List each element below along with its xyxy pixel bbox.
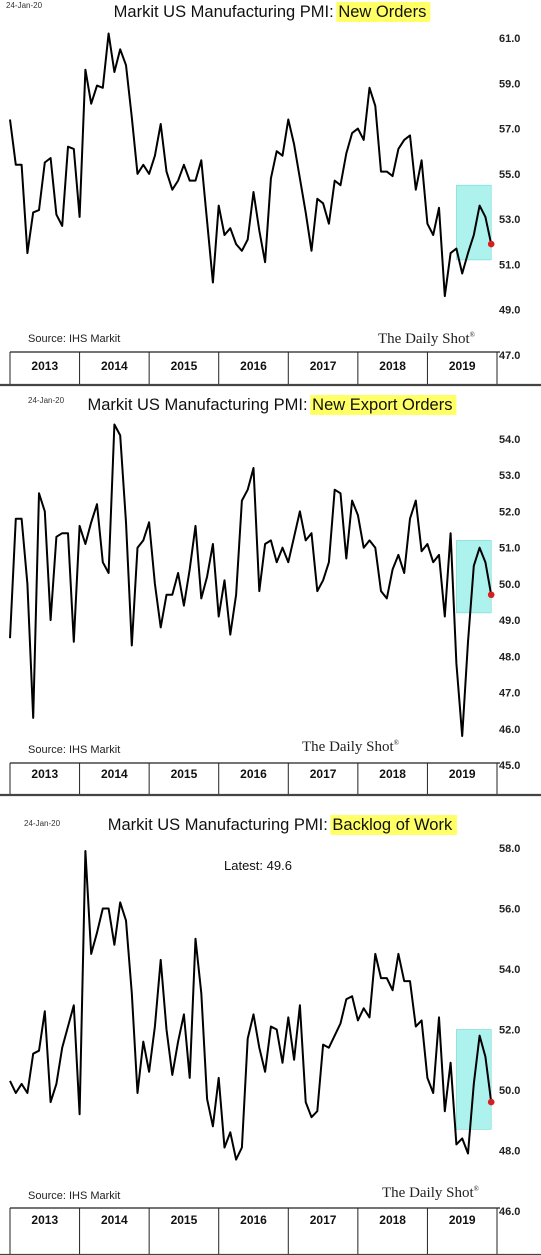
x-year-label: 2019 (449, 1213, 476, 1227)
latest-point-marker (487, 240, 495, 248)
source-label: Source: IHS Markit (28, 1190, 120, 1202)
y-tick-label: 52.0 (499, 506, 520, 518)
brand-mark: ® (474, 1185, 480, 1193)
y-tick-label: 45.0 (499, 760, 520, 772)
brand-logo: The Daily Shot® (382, 1185, 480, 1201)
date-stamp: 24-Jan-20 (24, 819, 61, 828)
x-year-label: 2016 (240, 1213, 267, 1227)
title-highlight-box (330, 815, 457, 835)
brand-logo: The Daily Shot® (302, 739, 400, 755)
x-year-label: 2018 (379, 767, 406, 781)
y-tick-label: 47.0 (499, 688, 520, 700)
y-tick-label: 52.0 (499, 1025, 520, 1037)
y-tick-label: 49.0 (499, 615, 520, 627)
brand-mark: ® (394, 739, 400, 747)
y-tick-label: 49.0 (499, 305, 520, 317)
x-year-label: 2013 (31, 767, 58, 781)
chart-title: Markit US Manufacturing PMI: New Orders (114, 3, 427, 21)
y-tick-label: 51.0 (499, 543, 520, 555)
x-year-label: 2017 (310, 767, 337, 781)
source-label: Source: IHS Markit (28, 744, 120, 756)
latest-point-marker (487, 591, 495, 599)
series-line (9, 32, 493, 298)
chart-title-highlight: New Orders (338, 3, 426, 21)
x-year-label: 2015 (171, 767, 198, 781)
y-tick-label: 50.0 (499, 1085, 520, 1097)
y-tick-label: 48.0 (499, 1146, 520, 1158)
y-tick-label: 55.0 (499, 169, 520, 181)
x-year-label: 2016 (240, 767, 267, 781)
date-stamp: 24-Jan-20 (28, 396, 65, 405)
x-year-label: 2016 (240, 359, 267, 373)
x-year-label: 2018 (379, 359, 406, 373)
chart-title-prefix: Markit US Manufacturing PMI: (114, 3, 339, 21)
x-year-label: 2019 (449, 359, 476, 373)
chart-title-highlight: New Export Orders (312, 396, 452, 414)
x-year-label: 2018 (379, 1213, 406, 1227)
chart-panel-1: 24-Jan-20 Markit US Manufacturing PMI: Ne… (0, 1, 541, 386)
y-tick-label: 61.0 (499, 33, 520, 45)
chart-title: Markit US Manufacturing PMI: Backlog of … (108, 816, 453, 834)
series-line (9, 423, 493, 737)
x-year-label: 2017 (310, 1213, 337, 1227)
title-highlight-box (310, 395, 457, 415)
x-year-label: 2013 (31, 1213, 58, 1227)
y-tick-label: 54.0 (499, 434, 520, 446)
y-tick-label: 53.0 (499, 214, 520, 226)
chart-panel-2: 24-Jan-20 Markit US Manufacturing PMI: Ne… (0, 384, 541, 796)
x-year-label: 2015 (171, 359, 198, 373)
x-year-label: 2013 (31, 359, 58, 373)
chart-title-prefix: Markit US Manufacturing PMI: (108, 816, 333, 834)
brand-mark: ® (470, 331, 476, 339)
y-tick-label: 47.0 (499, 350, 520, 362)
brand-name: The Daily Shot (378, 331, 470, 347)
y-tick-label: 59.0 (499, 78, 520, 90)
chart-title: Markit US Manufacturing PMI: New Export … (88, 396, 453, 414)
chart-panel-3: 24-Jan-20 Markit US Manufacturing PMI: Ba… (0, 794, 541, 1255)
chart-title-highlight: Backlog of Work (332, 816, 453, 834)
title-highlight-box (336, 2, 431, 22)
y-tick-label: 57.0 (499, 124, 520, 136)
y-tick-label: 50.0 (499, 579, 520, 591)
x-year-label: 2014 (101, 1213, 128, 1227)
brand-name: The Daily Shot (382, 1185, 474, 1201)
y-tick-label: 46.0 (499, 1206, 520, 1218)
series-line (9, 850, 493, 1161)
y-tick-label: 54.0 (499, 964, 520, 976)
x-year-label: 2017 (310, 359, 337, 373)
y-tick-label: 58.0 (499, 843, 520, 855)
x-year-label: 2014 (101, 767, 128, 781)
latest-label: Latest: 49.6 (224, 858, 292, 873)
date-stamp: 24-Jan-20 (6, 1, 43, 10)
y-tick-label: 51.0 (499, 259, 520, 271)
brand-logo: The Daily Shot® (378, 331, 476, 347)
y-tick-label: 46.0 (499, 724, 520, 736)
x-year-label: 2019 (449, 767, 476, 781)
x-year-label: 2014 (101, 359, 128, 373)
brand-name: The Daily Shot (302, 739, 394, 755)
chart-title-prefix: Markit US Manufacturing PMI: (88, 396, 313, 414)
y-tick-label: 48.0 (499, 651, 520, 663)
recent-highlight-box (456, 184, 492, 261)
latest-point-marker (487, 1098, 495, 1106)
x-year-label: 2015 (171, 1213, 198, 1227)
y-tick-label: 56.0 (499, 904, 520, 916)
y-tick-label: 53.0 (499, 470, 520, 482)
source-label: Source: IHS Markit (28, 333, 120, 345)
